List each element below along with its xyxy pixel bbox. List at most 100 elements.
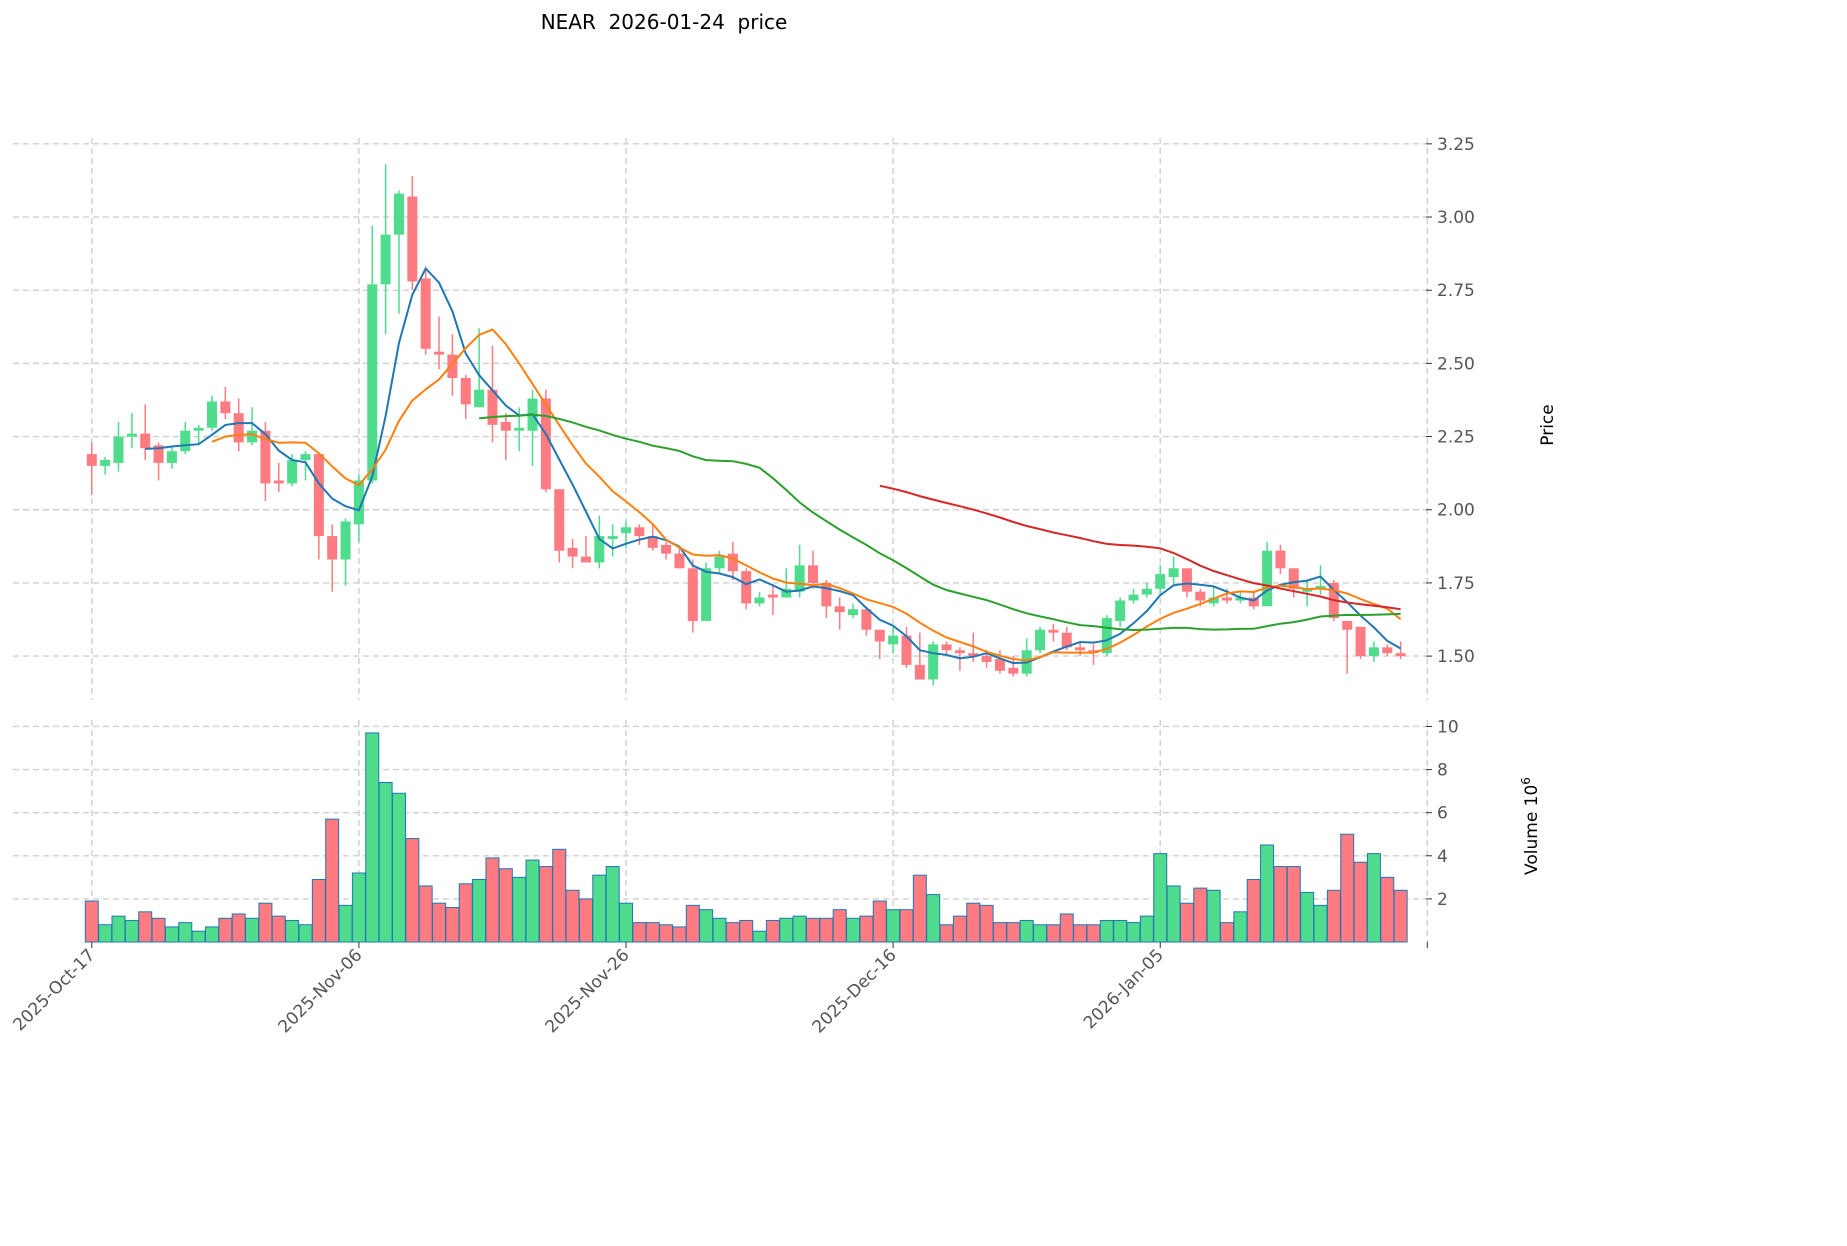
volume-bar — [1326, 889, 1341, 943]
volume-bar — [325, 818, 340, 943]
volume-bar — [245, 917, 260, 943]
volume-bar — [1246, 878, 1261, 943]
volume-bar — [619, 902, 634, 943]
candle-body — [901, 635, 912, 665]
volume-bar — [565, 889, 580, 943]
candle-body — [634, 527, 645, 537]
volume-bar — [1380, 876, 1395, 943]
volume-bar — [418, 885, 433, 943]
volume-tick-label: 2 — [1437, 890, 1448, 910]
candle-body — [741, 571, 752, 604]
volume-bar — [605, 866, 620, 943]
ma60-line — [879, 484, 1401, 611]
candle-body — [994, 659, 1005, 671]
candle-body — [434, 351, 445, 355]
volume-bar — [899, 909, 914, 943]
candle-body — [273, 480, 284, 484]
volume-tick-label: 8 — [1437, 761, 1448, 781]
candle-body — [1195, 591, 1206, 601]
candle-body — [153, 445, 164, 463]
volume-bar — [98, 924, 113, 943]
volume-bar — [832, 909, 847, 943]
candle-body — [86, 454, 97, 466]
candle-body — [621, 527, 632, 534]
candle-body — [1355, 626, 1366, 657]
candle-body — [794, 565, 805, 592]
volume-bar — [819, 917, 834, 943]
candle-body — [1235, 597, 1246, 601]
volume-bar — [1073, 924, 1088, 943]
volume-bar — [712, 917, 727, 943]
volume-bar — [191, 930, 206, 943]
price-axis-label: Price — [1538, 404, 1558, 445]
volume-bar — [1286, 866, 1301, 943]
volume-bar — [458, 883, 473, 943]
volume-bar — [1153, 853, 1168, 943]
x-tick-label: 2026-Jan-05 — [1080, 945, 1168, 1033]
candle-body — [1315, 585, 1326, 589]
volume-bar — [912, 874, 927, 943]
candle-body — [1395, 653, 1406, 657]
volume-bar — [432, 902, 447, 943]
x-tick-label: 2025-Dec-16 — [809, 945, 901, 1037]
ma30-line — [478, 413, 1401, 632]
volume-bar — [1300, 891, 1315, 943]
candle-body — [126, 433, 137, 437]
volume-bar — [886, 909, 901, 943]
y-tick-label: 2.75 — [1437, 281, 1475, 301]
volume-bar — [632, 922, 647, 943]
volume-bar — [1393, 889, 1408, 943]
volume-bar — [285, 919, 300, 943]
candle-body — [968, 653, 979, 657]
candle-body — [914, 664, 925, 680]
volume-bar — [1179, 902, 1194, 943]
candle-body — [1075, 647, 1086, 651]
candle-body — [166, 451, 177, 463]
volume-bar — [725, 922, 740, 943]
volume-bar — [218, 917, 233, 943]
candle-body — [100, 459, 111, 466]
candle-body — [554, 489, 565, 551]
volume-tick-label: 10 — [1437, 717, 1459, 737]
candle-body — [674, 553, 685, 569]
volume-bar — [311, 878, 326, 943]
candle-body — [767, 594, 778, 598]
volume-bar — [1233, 911, 1248, 943]
candle-body — [580, 556, 591, 563]
candle-body — [206, 401, 217, 428]
volume-bar — [111, 915, 126, 943]
candle-body — [941, 644, 952, 651]
candle-body — [981, 656, 992, 662]
candles — [86, 164, 1406, 686]
ma10-line — [211, 328, 1402, 662]
candle-body — [327, 536, 338, 560]
volume-bar — [1006, 922, 1021, 943]
volume-bar — [271, 915, 286, 943]
volume-bar — [472, 878, 487, 943]
volume-bar — [1033, 924, 1048, 943]
candle-body — [340, 521, 351, 560]
candle-body — [727, 553, 738, 572]
volume-bar — [779, 917, 794, 943]
volume-bar — [1099, 919, 1114, 943]
candle-body — [607, 536, 618, 540]
volume-bar — [578, 898, 593, 943]
volume-bar — [699, 909, 714, 943]
volume-bar — [685, 904, 700, 943]
candle-body — [1302, 588, 1313, 592]
y-tick-label: 1.75 — [1437, 574, 1475, 594]
volume-bar — [351, 872, 366, 943]
volume-bar — [84, 900, 99, 943]
candle-body — [1008, 667, 1019, 674]
volume-bars — [84, 732, 1408, 943]
volume-bar — [1220, 922, 1235, 943]
candle-body — [447, 354, 458, 379]
volume-bar — [1206, 889, 1221, 943]
volume-axis-label: Volume 106 — [1519, 777, 1542, 875]
candle-body — [1368, 647, 1379, 657]
candle-body — [807, 565, 818, 583]
candle-body — [474, 389, 485, 408]
volume-bar — [1113, 919, 1128, 943]
candle-body — [193, 427, 204, 431]
candle-body — [1275, 550, 1286, 569]
